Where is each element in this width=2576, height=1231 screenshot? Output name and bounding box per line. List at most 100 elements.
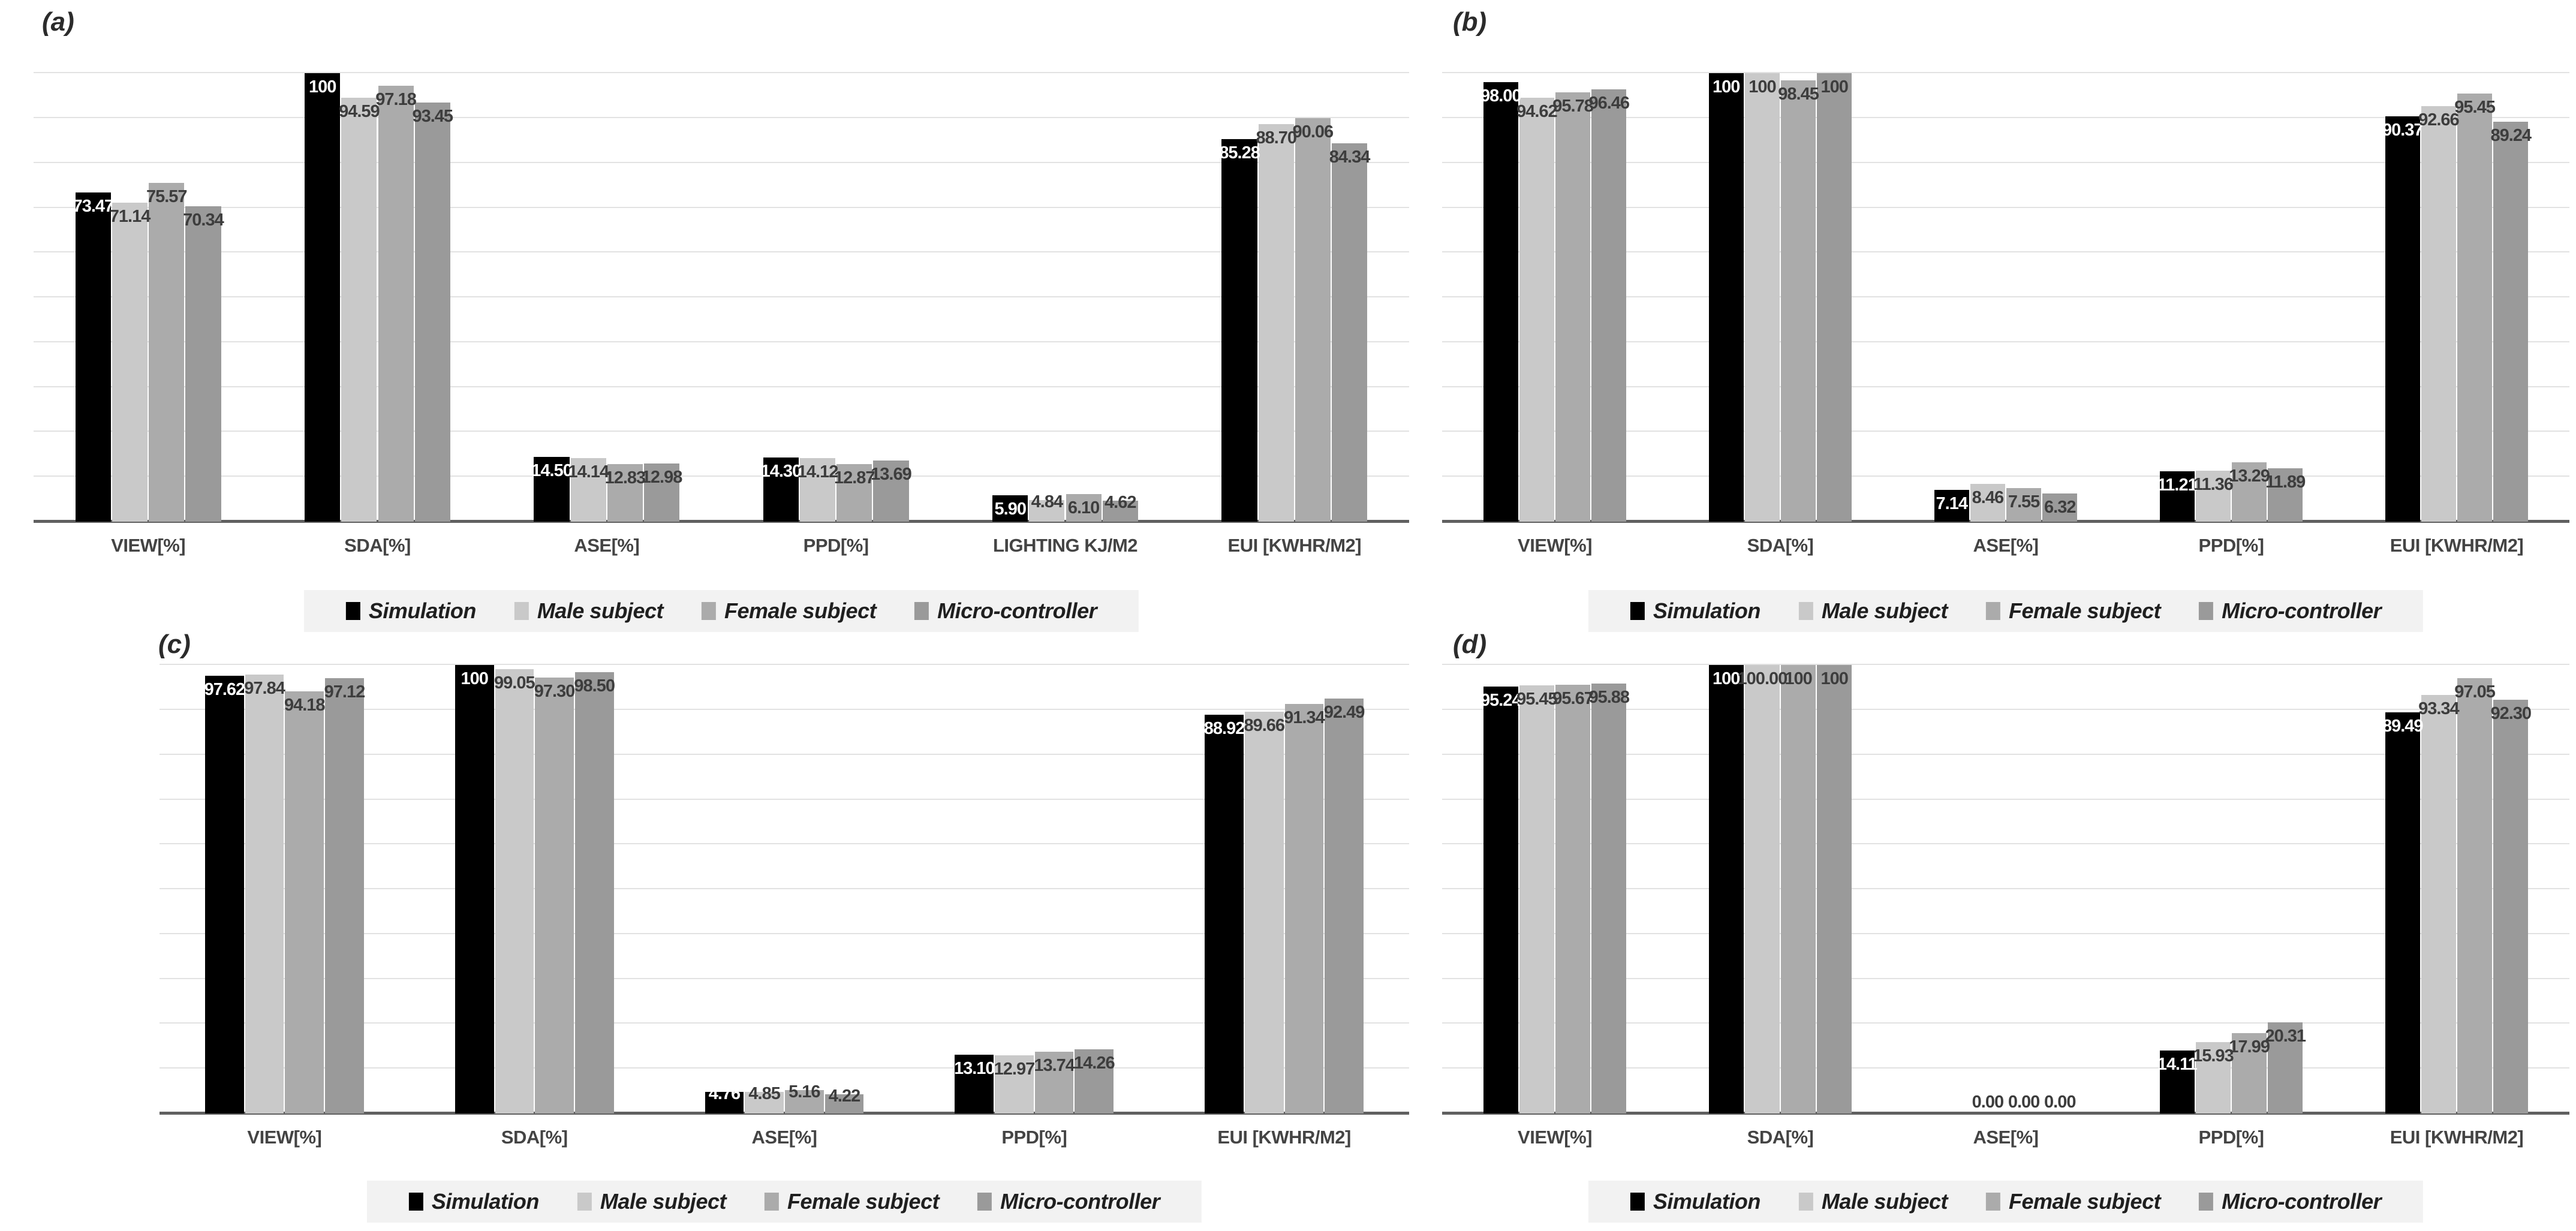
legend-item: Simulation	[1630, 1189, 1761, 1214]
bar-value-label: 96.46	[1588, 93, 1630, 113]
bar-value-label: 11.36	[2193, 475, 2234, 495]
legend-item: Female subject	[1985, 1189, 2161, 1214]
bar	[1325, 699, 1364, 1113]
bar	[1034, 1052, 1074, 1113]
bar-value-label: 99.05	[494, 673, 535, 693]
bar	[1221, 139, 1257, 522]
bar	[1555, 684, 1591, 1113]
bar-value-label: 0.00	[2008, 1092, 2040, 1112]
bar	[2457, 94, 2493, 522]
legend-label: Male subject	[1821, 598, 1948, 623]
bar	[2006, 487, 2042, 522]
chart-panel-d: (d) 95.24 95.45 95.67 95.88 100 100.00 100 100 0…	[1442, 618, 2569, 1223]
bar	[705, 1092, 744, 1113]
bar	[873, 460, 909, 522]
gridline	[1442, 431, 2569, 432]
bar-value-label: 11.21	[2157, 475, 2198, 495]
bar	[2232, 1033, 2267, 1113]
bar-value-label: 13.29	[2229, 466, 2270, 486]
bar-value-label: 97.18	[375, 90, 417, 110]
plot-area-d: 95.24 95.45 95.67 95.88 100 100.00 100 100 0.00 0…	[1442, 618, 2569, 1115]
bar-value-label: 94.18	[284, 695, 326, 715]
category-label: EUI [KWHR/M2]	[2390, 535, 2524, 556]
chart-panel-c: (c) 97.62 97.84 94.18 97.12 100 99.05 97.30 98.…	[158, 618, 1409, 1223]
legend-item: Female subject	[1985, 598, 2161, 624]
bar	[1205, 715, 1244, 1113]
gridline	[1442, 843, 2569, 845]
bar	[2457, 678, 2493, 1113]
gridline	[34, 296, 1409, 298]
bar	[285, 691, 324, 1113]
legend-label: Simulation	[1653, 1189, 1761, 1214]
bar-value-label: 93.34	[2418, 699, 2460, 719]
bar	[1483, 82, 1518, 522]
legend-swatch-icon	[1798, 1193, 1813, 1211]
bar-value-label: 89.24	[2490, 125, 2532, 145]
bar	[992, 495, 1028, 522]
legend-swatch-icon	[1630, 1193, 1645, 1211]
bar-value-label: 13.10	[953, 1059, 995, 1079]
gridline	[160, 1022, 1409, 1024]
legend-swatch-icon	[701, 602, 716, 620]
gridline	[160, 843, 1409, 845]
bar-value-label: 4.62	[1105, 493, 1136, 513]
bar	[1332, 143, 1368, 522]
gridline	[1442, 341, 2569, 342]
bar	[1708, 665, 1744, 1113]
bar-value-label: 5.90	[994, 499, 1027, 519]
bar	[2268, 468, 2303, 522]
bar	[325, 678, 364, 1113]
bar-value-label: 20.31	[2265, 1027, 2306, 1046]
gridline	[34, 341, 1409, 342]
bar	[574, 672, 614, 1113]
bar-value-label: 12.97	[994, 1060, 1036, 1079]
bar	[2195, 471, 2231, 522]
bar-value-label: 11.89	[2265, 472, 2306, 492]
panel-letter-b: (b)	[1453, 7, 1487, 37]
legend-swatch-icon	[408, 1193, 423, 1211]
bar-value-label: 13.69	[871, 464, 912, 484]
bar	[2268, 1022, 2303, 1113]
bar	[1591, 89, 1627, 522]
gridline	[1442, 296, 2569, 298]
bar	[1295, 118, 1331, 522]
bar-value-label: 8.46	[1972, 487, 2004, 507]
legend-label: Female subject	[2008, 598, 2161, 623]
bar-value-label: 4.85	[748, 1083, 780, 1103]
legend-item: Micro-controller	[914, 598, 1097, 624]
bar	[1934, 489, 1969, 522]
gridline	[1442, 386, 2569, 387]
bar	[245, 675, 284, 1113]
panel-letter-a: (a)	[42, 7, 74, 37]
bar	[955, 1055, 994, 1113]
bar-value-label: 92.49	[1323, 703, 1365, 723]
gridline	[1442, 1022, 2569, 1024]
bar	[2159, 471, 2195, 522]
bar	[1029, 499, 1065, 522]
category-label: VIEW[%]	[1518, 1127, 1592, 1148]
bar	[644, 463, 680, 522]
category-label: VIEW[%]	[111, 535, 186, 556]
bar	[2385, 116, 2420, 522]
legend-item: Micro-controller	[2199, 1189, 2382, 1214]
bar	[1970, 483, 2005, 522]
category-label: ASE[%]	[751, 1127, 817, 1148]
bar-value-label: 97.84	[244, 679, 285, 699]
category-label: SDA[%]	[344, 535, 411, 556]
bar	[1744, 73, 1780, 522]
bar	[205, 676, 244, 1113]
bar-value-label: 95.67	[1552, 688, 1594, 708]
bar-value-label: 14.12	[797, 462, 839, 482]
plot-area-a: 73.47 71.14 75.57 70.34 100 94.59 97.18 93.45 14…	[34, 24, 1409, 523]
bar-value-label: 95.24	[1480, 690, 1522, 710]
legend-swatch-icon	[2199, 1193, 2214, 1211]
bar	[75, 192, 111, 522]
legend-item: Female subject	[701, 598, 877, 624]
bar-value-label: 95.88	[1588, 688, 1630, 708]
gridline	[1442, 977, 2569, 979]
legend-swatch-icon	[1798, 602, 1813, 620]
category-label: EUI [KWHR/M2]	[1217, 1127, 1351, 1148]
legend-b: Simulation Male subject Female subject Micr…	[1588, 590, 2424, 632]
bar	[535, 677, 574, 1113]
gridline	[1442, 251, 2569, 253]
